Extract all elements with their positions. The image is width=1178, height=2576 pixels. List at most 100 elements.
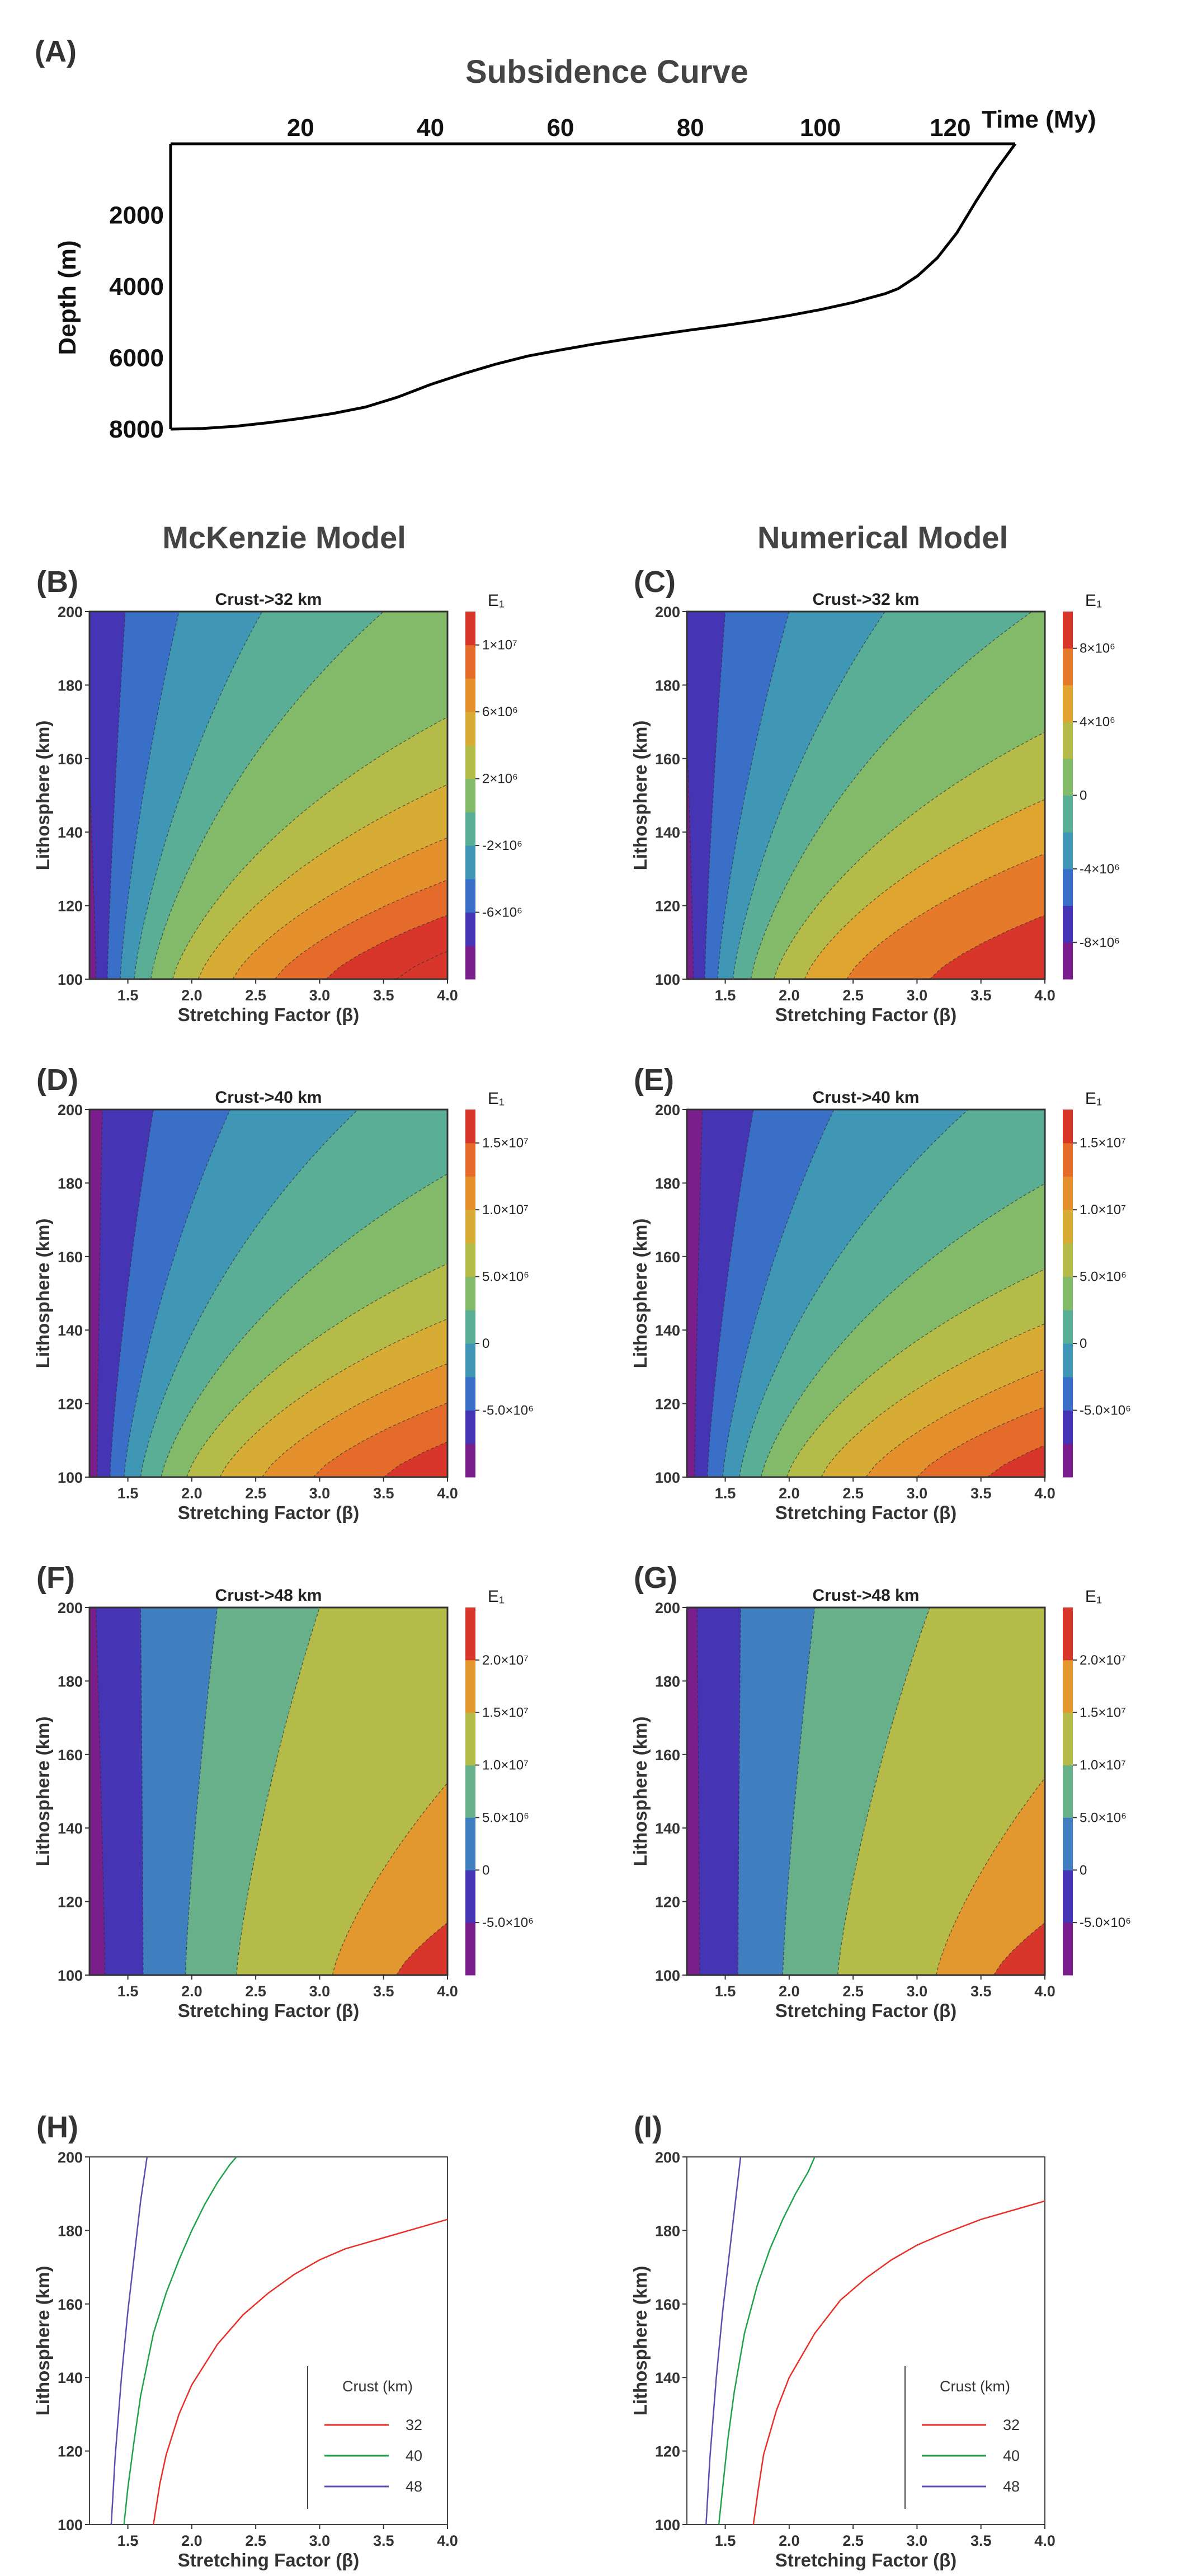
y-tick-label: 180 [58,1673,83,1690]
x-tick-label: 3.0 [907,1983,928,2000]
y-tick-label: 180 [655,1175,680,1192]
x-axis-label: Stretching Factor (β) [775,2000,957,2021]
panel-letter-d: (D) [36,1063,78,1097]
contour-line [732,612,885,979]
colorbar-segment [465,645,475,679]
x-tick-label: 2.0 [181,1485,202,1502]
x-tick-label: 4.0 [437,1485,458,1502]
colorbar-segment [1063,1410,1073,1444]
x-tick-label: 4.0 [437,2532,458,2549]
colorbar-segment [465,612,475,646]
x-tick-label: 3.0 [309,987,331,1004]
series-line-crust-32 [752,2200,1045,2525]
y-tick-label: 160 [655,751,680,768]
x-tick-label: 1.5 [715,2532,736,2549]
colorbar-tick-label: 1.0×10⁷ [482,1202,529,1218]
colorbar-segment [1063,1607,1073,1661]
legend-title: Crust (km) [342,2378,413,2395]
x-tick-label: 2.0 [181,2532,202,2549]
colorbar-tick-label: 1×10⁷ [482,638,517,653]
subsidence-series-line [170,143,1017,431]
x-tick-label: 2.0 [181,1983,202,2000]
x-tick-label: 1.5 [715,987,736,1004]
chart-title: Subsidence Curve [465,54,748,90]
colorbar-tick-label: -8×10⁶ [1080,935,1120,950]
colorbar-segment [465,1210,475,1244]
contour-line [696,1607,700,1975]
colorbar-segment [1063,685,1073,722]
colorbar-segment [1063,722,1073,759]
y-tick-label: 160 [655,1249,680,1266]
colorbar-tick-label: 2.0×10⁷ [1080,1653,1126,1668]
colorbar-segment [1063,1922,1073,1976]
x-tick-label: 3.0 [309,1983,331,2000]
colorbar-title: E₁ [1085,591,1102,610]
panel-e: (E) 1.5 2.0 2.5 3.0 3.5 4.0 100 120 140 160 180 200 S… [630,1063,1131,1523]
colorbar-segment [465,1343,475,1378]
contour-line [687,717,694,979]
colorbar-tick-label: 2.0×10⁷ [482,1653,529,1668]
contour-line [332,1782,447,1975]
contour-line [717,612,790,979]
contour-line [704,612,726,979]
y-axis-label: Lithosphere (km) [630,1717,651,1867]
colorbar-segment [465,878,475,913]
y-tick-label: 100 [655,971,680,988]
contour-line [89,761,97,979]
contour-line [760,1183,1045,1477]
x-axis-label: Stretching Factor (β) [775,1502,957,1523]
colorbar-tick-label: 0 [1080,1863,1087,1878]
legend-label-32: 32 [406,2417,422,2433]
colorbar-tick-label: -5.0×10⁶ [482,1915,534,1930]
y-tick-label: 200 [58,2149,83,2166]
colorbar-title: E₁ [488,1587,505,1606]
panel-d: (D) 1.5 2.0 2.5 3.0 3.5 4.0 100 120 140 160 180 200 S… [32,1063,534,1523]
panel-title: Crust->32 km [813,590,920,609]
y-tick-label: 180 [58,2222,83,2239]
contour-band-20000000 [396,1922,447,1975]
contour-band-8000000 [930,915,1045,979]
y-tick-label: 140 [655,824,680,841]
plot-frame [686,1606,1046,1976]
contour-line [109,1110,154,1477]
series-line-crust-48 [110,2156,148,2525]
colorbar-segment [1063,1143,1073,1177]
series-line-crust-32 [153,2218,448,2525]
colorbar-tick-label: -6×10⁶ [482,905,522,920]
colorbar-title: E₁ [488,1089,505,1108]
y-axis-label: Lithosphere (km) [32,721,53,871]
y-tick-label: 180 [655,2222,680,2239]
y-tick-label: 160 [58,1249,83,1266]
panel-letter-g: (G) [634,1561,677,1595]
legend-label-40: 40 [1003,2447,1020,2464]
panel-title: Crust->48 km [813,1586,920,1605]
y-tick-label: 200 [655,604,680,621]
x-tick-label: 2.5 [842,1485,864,1502]
x-tick-label: 2.5 [842,987,864,1004]
y-tick-label: 8000 [109,416,164,443]
colorbar-segment [465,778,475,812]
x-tick-label: 2.5 [842,2532,864,2549]
x-tick-label: 3.0 [309,2532,331,2549]
y-axis-label: Lithosphere (km) [32,2266,53,2416]
colorbar-tick-label: 5.0×10⁶ [482,1810,529,1825]
contour-line [936,1777,1045,1975]
x-axis-label: Stretching Factor (β) [178,1502,360,1523]
y-tick-label: 140 [655,2370,680,2386]
colorbar-segment [465,1712,475,1766]
y-tick-label: 100 [655,1469,680,1486]
colorbar-segment [465,1310,475,1344]
x-tick-label: 4.0 [1034,1485,1056,1502]
panel-title: Crust->32 km [215,590,322,609]
contour-line [107,612,126,979]
colorbar-tick-label: 1.5×10⁷ [1080,1705,1126,1721]
legend-label-40: 40 [406,2447,422,2464]
colorbar-title: E₁ [488,591,505,610]
colorbar-segment [465,678,475,712]
y-tick-label: 140 [58,2370,83,2386]
x-axis-label: Stretching Factor (β) [178,2000,360,2021]
contour-band-15000000 [936,1778,1045,1975]
colorbar-tick-label: 1.5×10⁷ [482,1136,529,1151]
x-tick-label: 2.0 [779,1983,800,2000]
colorbar-tick-label: 8×10⁶ [1080,641,1115,656]
